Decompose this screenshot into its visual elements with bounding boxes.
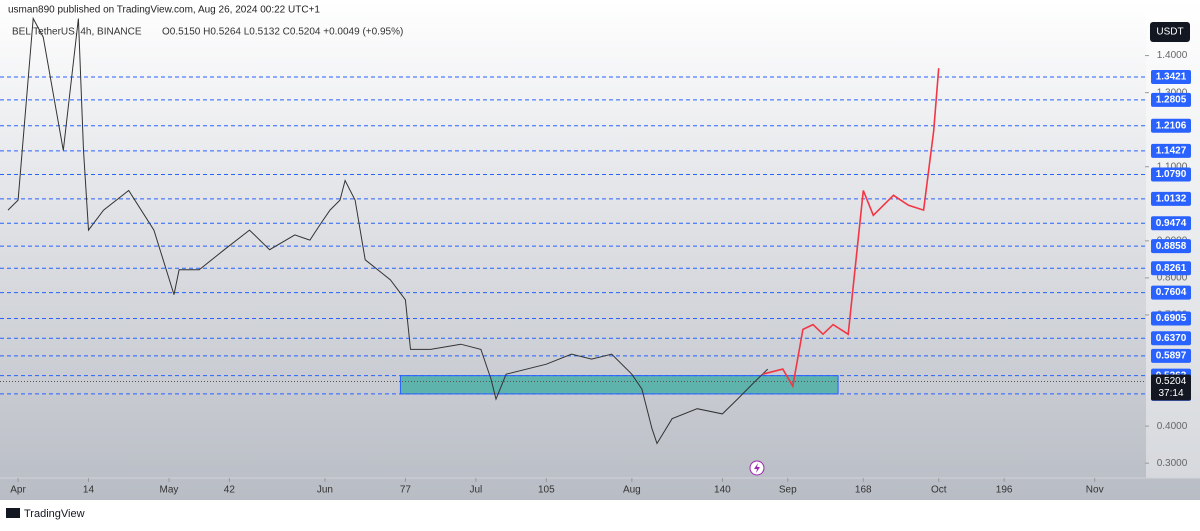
level-badge bbox=[1151, 92, 1191, 107]
x-tick-label: May bbox=[160, 485, 179, 496]
x-tick-label: Jun bbox=[317, 485, 333, 496]
price-line bbox=[7, 16, 769, 445]
price-line bbox=[762, 68, 940, 389]
level-label: 0.6905 bbox=[1156, 313, 1187, 324]
level-badge bbox=[1151, 118, 1191, 133]
y-tick-label: 0.3000 bbox=[1157, 458, 1188, 469]
level-label: 1.0132 bbox=[1156, 194, 1187, 205]
currency: USDT bbox=[1156, 27, 1183, 38]
level-badge bbox=[1151, 285, 1191, 300]
level-badge bbox=[1151, 216, 1191, 231]
level-badge bbox=[1151, 239, 1191, 254]
current-price-label: 0.5204 bbox=[1156, 376, 1187, 387]
footer-brand: TradingView bbox=[24, 508, 85, 520]
support-zone bbox=[399, 375, 839, 395]
x-tick-label: Sep bbox=[779, 485, 797, 496]
level-label: 0.5897 bbox=[1156, 350, 1187, 361]
countdown: 37:14 bbox=[1158, 388, 1183, 399]
x-tick-label: 140 bbox=[714, 485, 731, 496]
y-tick-label: 0.8000 bbox=[1157, 273, 1188, 284]
background bbox=[0, 0, 1200, 500]
y-tick-label: 0.4000 bbox=[1157, 421, 1188, 432]
level-label: 0.9474 bbox=[1156, 218, 1187, 229]
y-tick-label: 1.3000 bbox=[1157, 87, 1188, 98]
level-label: 0.8858 bbox=[1156, 241, 1187, 252]
level-label: 1.3421 bbox=[1156, 72, 1187, 83]
footer: TradingView bbox=[6, 508, 85, 520]
x-tick-label: 77 bbox=[400, 485, 412, 496]
level-badge bbox=[1151, 311, 1191, 326]
x-tick-label: 168 bbox=[855, 485, 872, 496]
publisher: usman890 published on TradingView.com, A… bbox=[8, 5, 320, 16]
level-label: 1.0790 bbox=[1156, 169, 1187, 180]
level-badge bbox=[1151, 167, 1191, 182]
y-tick-label: 1.1000 bbox=[1157, 161, 1188, 172]
ohlc: O0.5150 H0.5264 L0.5132 C0.5204 +0.0049 … bbox=[162, 27, 403, 38]
level-badge bbox=[1151, 143, 1191, 158]
level-label: 0.8261 bbox=[1156, 263, 1187, 274]
x-tick-label: Jul bbox=[469, 485, 482, 496]
currency-badge bbox=[1150, 22, 1190, 42]
level-badge bbox=[1151, 331, 1191, 346]
level-label: 0.6370 bbox=[1156, 333, 1187, 344]
x-tick-label: 42 bbox=[224, 485, 236, 496]
x-tick-label: Apr bbox=[10, 485, 26, 496]
x-tick-label: 105 bbox=[538, 485, 555, 496]
current-price-badge bbox=[1151, 374, 1191, 401]
level-badge bbox=[1151, 191, 1191, 206]
x-tick-label: 14 bbox=[83, 485, 95, 496]
x-tick-label: 196 bbox=[996, 485, 1013, 496]
level-label: 1.2106 bbox=[1156, 120, 1187, 131]
x-tick-label: Aug bbox=[623, 485, 641, 496]
level-label: 0.7604 bbox=[1156, 287, 1187, 298]
level-label: 1.1427 bbox=[1156, 146, 1187, 157]
level-label: 1.2805 bbox=[1156, 95, 1187, 106]
x-tick-label: Oct bbox=[931, 485, 947, 496]
x-tick-label: Nov bbox=[1086, 485, 1104, 496]
level-badge bbox=[1151, 348, 1191, 363]
y-tick-label: 1.4000 bbox=[1157, 50, 1188, 61]
level-badge bbox=[1151, 70, 1191, 85]
level-badge bbox=[1151, 261, 1191, 276]
lightning-icon bbox=[749, 460, 765, 476]
